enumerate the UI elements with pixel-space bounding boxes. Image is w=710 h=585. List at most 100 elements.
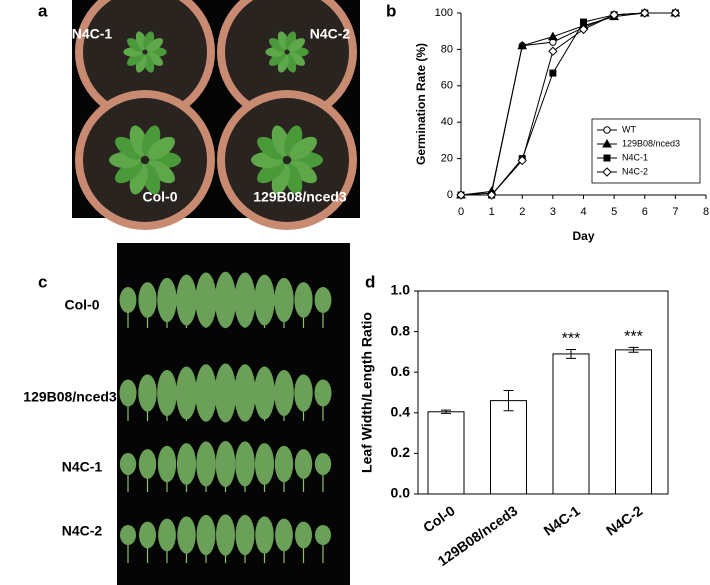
- panel-label: d: [365, 272, 375, 291]
- photo-label: Col-0: [65, 297, 100, 313]
- error-bar: [628, 346, 639, 353]
- leaf: [196, 514, 216, 556]
- plot-frame: [417, 290, 669, 495]
- leaf: [254, 366, 275, 420]
- leaf: [275, 518, 293, 552]
- marker: [548, 31, 558, 41]
- panel-label: a: [38, 1, 48, 20]
- y-axis-label: Leaf Width/Length Ratio: [359, 312, 375, 473]
- x-tick-label: 1: [489, 206, 495, 218]
- leaf: [314, 524, 332, 546]
- marker: [486, 190, 497, 200]
- leaf: [119, 379, 137, 407]
- x-tick-label: 4: [580, 206, 586, 218]
- x-tick-label: 0: [458, 206, 464, 218]
- photo-a: N4C-1 N4C-2 Col-0 129B08/nced3: [72, 0, 360, 230]
- leaf: [158, 518, 176, 552]
- legend-label: WT: [622, 124, 636, 134]
- x-tick-label: N4C-1: [541, 502, 583, 538]
- marker: [517, 155, 527, 166]
- y-tick-label: 0.2: [391, 444, 411, 460]
- marker: [548, 46, 558, 56]
- x-tick-label: 8: [703, 206, 709, 218]
- marker: [517, 40, 528, 50]
- leaf: [255, 516, 274, 554]
- leaf: [314, 379, 332, 407]
- y-tick-label: 0.0: [391, 485, 411, 501]
- panel-label: c: [38, 272, 47, 291]
- leaf: [314, 452, 332, 476]
- bar: [490, 400, 527, 495]
- leaf: [146, 52, 163, 66]
- leaf: [157, 277, 177, 323]
- leaf: [119, 286, 137, 314]
- x-tick-label: 2: [519, 206, 525, 218]
- y-tick-label: 0.6: [391, 363, 411, 379]
- leaf: [234, 364, 256, 422]
- leaf: [214, 363, 237, 423]
- leaf: [314, 286, 332, 314]
- leaf: [196, 441, 216, 487]
- leaf: [294, 449, 313, 479]
- marker: [609, 10, 619, 20]
- x-tick-label: 6: [642, 206, 648, 218]
- leaf: [138, 374, 157, 412]
- y-tick-label: 0: [447, 189, 453, 201]
- leaf: [157, 369, 177, 417]
- leaf: [176, 274, 197, 326]
- leaf: [115, 136, 143, 160]
- bar: [427, 411, 465, 495]
- bar: [615, 349, 652, 495]
- y-tick-label: 20: [441, 153, 453, 165]
- photo-c: [117, 243, 350, 585]
- leaf: [257, 136, 285, 160]
- photo-label: N4C-2: [62, 523, 103, 539]
- leaf: [176, 366, 197, 420]
- x-axis-label: Day: [572, 229, 594, 243]
- x-tick-label: 7: [672, 206, 678, 218]
- photo-label: 129B08/nced3: [23, 389, 117, 405]
- marker: [578, 24, 589, 35]
- photo-label: N4C-1: [62, 459, 103, 475]
- leaf: [115, 160, 143, 184]
- legend-label: N4C-2: [622, 166, 648, 176]
- series-line: [461, 12, 676, 196]
- panel-label: b: [386, 1, 396, 20]
- leaf: [235, 514, 255, 556]
- error-bar: [441, 409, 451, 414]
- soil: [83, 98, 207, 222]
- leaf: [138, 282, 157, 318]
- leaf: [195, 272, 217, 328]
- leaf: [294, 374, 313, 412]
- error-bar: [566, 348, 576, 359]
- y-tick-label: 40: [441, 116, 453, 128]
- photo-label: 129B08/nced3: [253, 189, 347, 205]
- leaf: [257, 160, 285, 184]
- leaf: [215, 514, 236, 556]
- soil: [225, 98, 349, 222]
- leaf: [288, 52, 305, 66]
- leaf: [254, 274, 275, 326]
- leaf: [234, 272, 256, 328]
- leaf: [119, 524, 137, 546]
- leaf: [295, 521, 312, 549]
- leaf: [289, 136, 317, 160]
- photo-label: N4C-1: [72, 26, 113, 42]
- leaf: [119, 452, 137, 476]
- y-tick-label: 80: [441, 43, 453, 55]
- leaf: [127, 52, 144, 66]
- y-tick-label: 1.0: [391, 282, 411, 298]
- legend-marker: [603, 154, 611, 162]
- bar: [552, 353, 590, 495]
- leaf: [294, 282, 313, 318]
- photo-label: N4C-2: [310, 26, 351, 42]
- leaf: [177, 516, 196, 554]
- leaf: [146, 38, 163, 52]
- legend-marker: [603, 126, 611, 134]
- leaf: [288, 38, 305, 52]
- annotation: ***: [624, 329, 643, 346]
- leaf: [215, 440, 236, 488]
- marker: [580, 18, 587, 26]
- leaf: [269, 52, 286, 66]
